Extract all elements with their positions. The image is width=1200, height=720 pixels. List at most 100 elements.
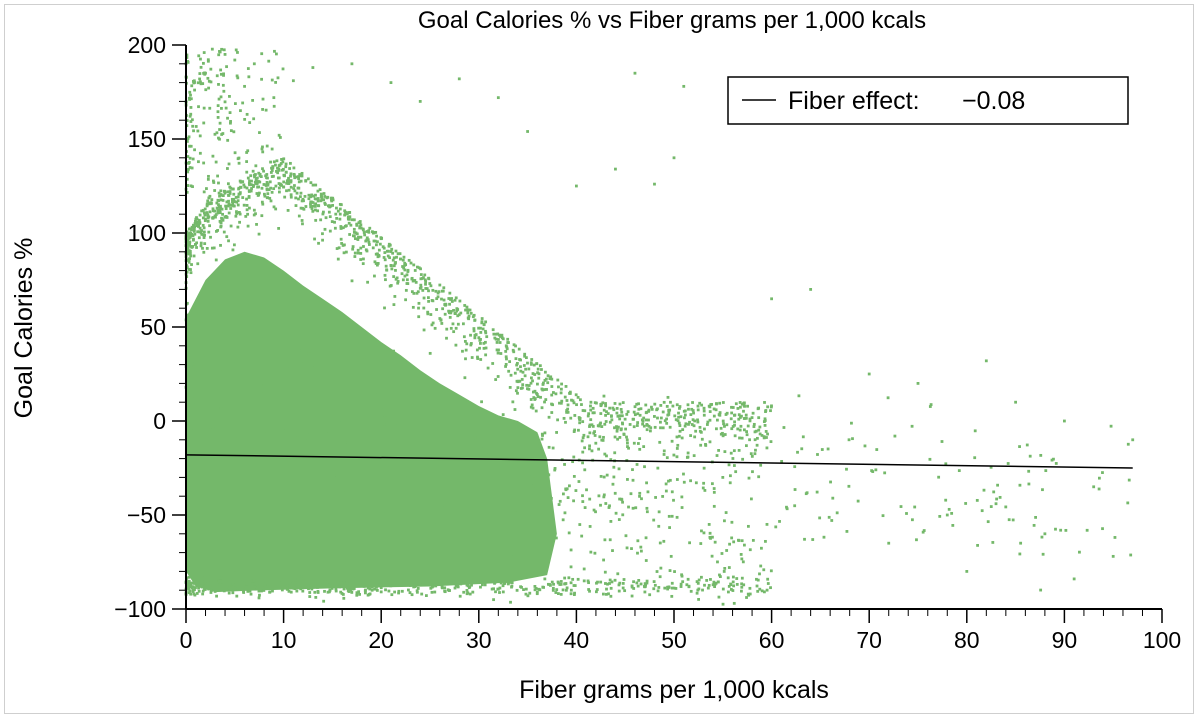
scatter-point <box>566 403 570 407</box>
scatter-point <box>944 498 948 502</box>
scatter-point <box>194 586 197 590</box>
scatter-point <box>599 403 603 406</box>
scatter-point <box>258 174 262 178</box>
scatter-point <box>231 248 235 252</box>
scatter-point <box>751 411 755 415</box>
scatter-point <box>656 589 660 593</box>
scatter-point <box>626 410 630 414</box>
scatter-point <box>209 581 213 584</box>
scatter-point <box>262 384 266 387</box>
scatter-point <box>552 582 555 586</box>
scatter-point <box>398 395 402 399</box>
scatter-point <box>529 405 533 409</box>
scatter-point <box>436 291 440 295</box>
scatter-point <box>712 504 716 508</box>
scatter-point <box>383 416 387 420</box>
scatter-point <box>653 402 657 406</box>
scatter-point <box>593 430 596 433</box>
scatter-point <box>578 421 582 425</box>
scatter-point <box>713 540 717 544</box>
scatter-point <box>292 172 296 176</box>
scatter-point <box>380 457 383 461</box>
scatter-point <box>561 588 565 592</box>
scatter-point <box>379 237 383 241</box>
scatter-point <box>515 588 519 592</box>
scatter-point <box>524 592 528 596</box>
scatter-point <box>656 466 660 470</box>
scatter-point <box>1059 528 1063 532</box>
scatter-point <box>301 197 305 201</box>
scatter-point <box>269 186 273 190</box>
scatter-point <box>282 173 286 177</box>
scatter-point <box>241 381 244 385</box>
scatter-point <box>194 219 197 223</box>
scatter-point <box>207 230 211 234</box>
scatter-point <box>257 171 261 175</box>
scatter-point <box>218 208 222 212</box>
scatter-point <box>778 520 781 523</box>
scatter-point <box>471 438 475 442</box>
scatter-point <box>189 582 193 585</box>
scatter-point <box>749 497 753 501</box>
scatter-point <box>207 174 210 178</box>
scatter-point <box>185 119 189 122</box>
scatter-point <box>415 422 419 426</box>
scatter-point <box>637 578 641 582</box>
scatter-point <box>398 252 402 256</box>
scatter-point <box>353 237 357 241</box>
scatter-point <box>748 438 751 442</box>
scatter-point <box>622 432 626 436</box>
scatter-point <box>352 459 356 462</box>
scatter-point <box>299 191 303 195</box>
scatter-point <box>681 580 685 584</box>
scatter-point <box>213 189 217 192</box>
scatter-point <box>729 451 733 455</box>
scatter-point <box>229 129 233 133</box>
scatter-point <box>265 379 269 383</box>
scatter-point <box>430 417 434 421</box>
scatter-point <box>383 258 387 262</box>
scatter-point <box>615 427 619 431</box>
scatter-point <box>209 235 212 239</box>
scatter-point <box>217 97 221 101</box>
scatter-point <box>495 341 499 344</box>
scatter-point <box>512 350 516 354</box>
scatter-point <box>686 451 690 455</box>
scatter-point <box>589 400 593 404</box>
scatter-point <box>362 231 366 234</box>
scatter-point <box>189 144 193 148</box>
scatter-point <box>483 576 487 580</box>
legend-value: −0.08 <box>962 87 1025 115</box>
scatter-point <box>737 539 741 542</box>
scatter-point <box>509 578 513 582</box>
scatter-point <box>351 247 355 251</box>
scatter-point <box>524 356 528 360</box>
scatter-point <box>403 274 407 278</box>
scatter-point <box>286 348 290 351</box>
scatter-point <box>581 450 585 454</box>
scatter-point <box>379 583 383 586</box>
scatter-point <box>729 417 733 421</box>
scatter-point <box>370 364 373 367</box>
scatter-point <box>973 456 977 460</box>
scatter-point <box>264 587 268 591</box>
scatter-point <box>495 464 499 468</box>
scatter-point <box>404 473 407 477</box>
scatter-point <box>242 183 246 187</box>
scatter-point <box>570 398 573 402</box>
scatter-point <box>1007 518 1011 522</box>
scatter-point <box>573 428 577 432</box>
scatter-point <box>210 364 214 368</box>
scatter-point <box>236 51 239 54</box>
scatter-point <box>292 187 296 190</box>
scatter-point <box>610 580 614 584</box>
scatter-point <box>727 463 731 467</box>
scatter-point <box>222 48 226 52</box>
scatter-point <box>253 181 257 184</box>
scatter-point <box>473 436 477 440</box>
scatter-point <box>621 500 624 504</box>
scatter-point <box>345 586 349 590</box>
scatter-point <box>268 590 272 594</box>
scatter-point <box>591 406 595 410</box>
scatter-point <box>390 247 394 251</box>
